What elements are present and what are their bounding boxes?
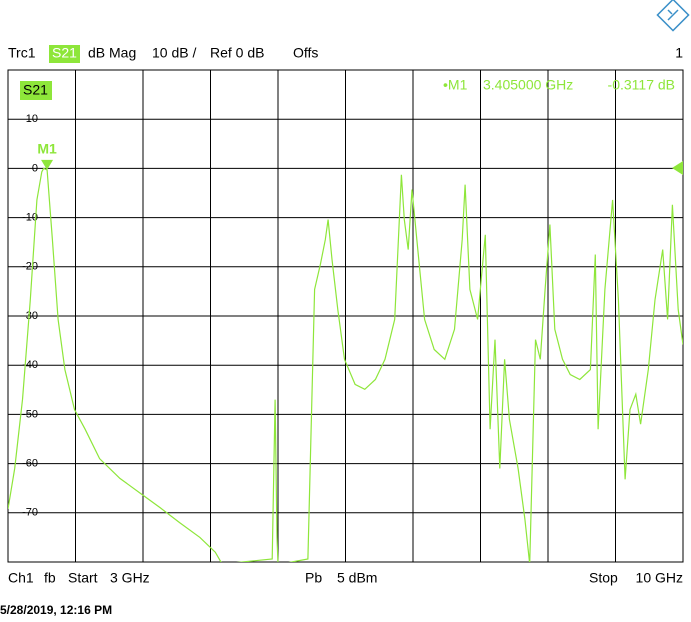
format: dB Mag (88, 45, 136, 61)
y-tick-label: -40 (22, 359, 38, 371)
timestamp: 5/28/2019, 12:16 PM (0, 603, 112, 617)
plot: 10 0 -10 -20 -30 -40 -50 -60 -70 M1 (8, 70, 683, 562)
marker (41, 159, 54, 170)
footer-stop: 10 GHz (636, 570, 683, 586)
marker-label: M1 (37, 141, 57, 157)
y-tick-label: -30 (22, 310, 38, 322)
trace-label: S21 (23, 82, 48, 98)
y-tick-label: -10 (22, 212, 38, 224)
offs: Offs (293, 45, 318, 61)
marker-readout-name: •M1 (443, 77, 468, 93)
trace-badge (49, 45, 80, 63)
footer-start: 3 GHz (110, 570, 150, 586)
trace (8, 167, 683, 562)
footer-start-label: Start (68, 570, 98, 586)
y-tick-label: -70 (22, 507, 38, 519)
y-tick-label: -60 (22, 458, 38, 470)
y-tick-label: -50 (22, 408, 38, 420)
footer-channel: Ch1 (8, 570, 34, 586)
scale: 10 dB / (152, 45, 196, 61)
trace-param: S21 (52, 45, 77, 61)
marker-readout-value: -0.3117 dB (608, 77, 675, 93)
marker-readout-freq: 3.405000 GHz (483, 77, 573, 93)
footer-mode: fb (44, 570, 56, 586)
footer-stop-label: Stop (589, 570, 618, 586)
trace-label-badge (20, 81, 52, 100)
footer-power: 5 dBm (337, 570, 377, 586)
logo (656, 0, 690, 32)
channel-no: 1 (675, 45, 683, 61)
ref: Ref 0 dB (210, 45, 264, 61)
y-tick-label: 0 (32, 162, 38, 174)
footer-power-label: Pb (305, 570, 322, 586)
y-tick-label: 10 (26, 113, 38, 125)
ref-arrow (672, 161, 683, 175)
trace-id: Trc1 (8, 45, 36, 61)
y-tick-label: -20 (22, 261, 38, 273)
